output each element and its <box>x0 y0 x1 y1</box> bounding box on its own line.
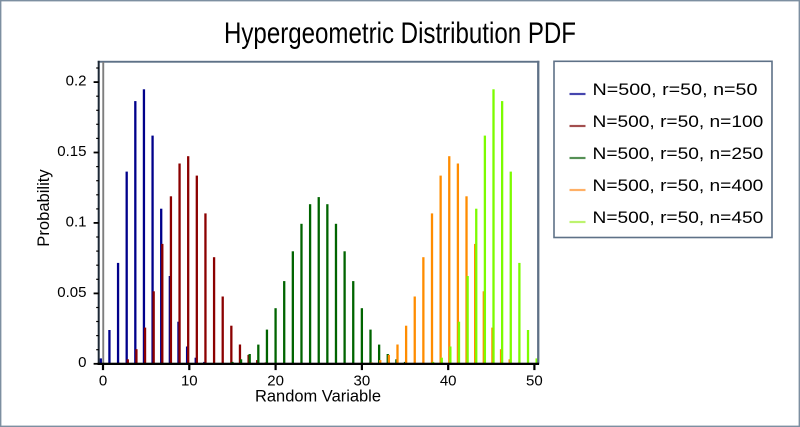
svg-text:N=500, r=50, n=50: N=500, r=50, n=50 <box>593 80 758 99</box>
svg-text:0.1: 0.1 <box>66 213 87 230</box>
svg-text:20: 20 <box>267 373 284 390</box>
svg-text:N=500, r=50, n=250: N=500, r=50, n=250 <box>593 144 764 163</box>
svg-text:30: 30 <box>354 373 371 390</box>
svg-text:N=500, r=50, n=400: N=500, r=50, n=400 <box>593 176 764 195</box>
svg-text:0: 0 <box>99 373 107 390</box>
svg-text:Hypergeometric Distribution PD: Hypergeometric Distribution PDF <box>224 17 576 50</box>
svg-text:10: 10 <box>181 373 198 390</box>
svg-text:0.2: 0.2 <box>66 73 87 90</box>
svg-text:Random Variable: Random Variable <box>255 387 381 406</box>
svg-text:N=500, r=50, n=100: N=500, r=50, n=100 <box>593 112 764 131</box>
svg-text:50: 50 <box>526 373 543 390</box>
svg-text:0.15: 0.15 <box>57 143 86 160</box>
svg-text:N=500, r=50, n=450: N=500, r=50, n=450 <box>593 208 764 227</box>
svg-text:40: 40 <box>440 373 457 390</box>
svg-text:Probability: Probability <box>34 169 53 247</box>
svg-text:0.05: 0.05 <box>57 284 86 301</box>
svg-text:0: 0 <box>78 354 86 371</box>
